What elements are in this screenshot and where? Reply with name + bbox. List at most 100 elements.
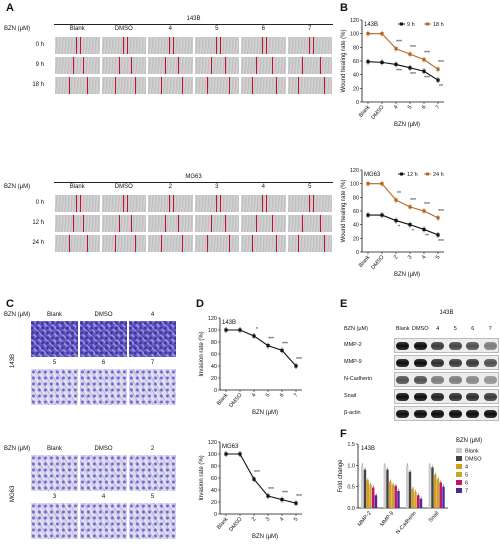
y-tick-label: 60 [211,352,217,358]
legend-swatch [456,480,462,485]
x-axis-label: BZN (μM) [252,410,278,416]
wound-image [54,214,101,233]
y-tick-label: 100 [350,182,359,188]
protein-band [483,359,497,367]
data-point [436,78,440,82]
cell-line-title: 143B [439,310,454,316]
well-label: 2 [150,446,155,452]
legend-label: 12 h [407,172,418,178]
wound-edge-line [160,235,162,252]
wound-edge-line [262,37,264,54]
invasion-image [79,454,128,492]
wound-image [240,214,287,233]
data-point [366,182,370,186]
wound-edge-line [225,57,226,74]
significance-mark: *** [424,202,430,208]
column-label: DMSO [114,184,133,190]
bar [417,495,420,508]
bar [434,474,437,508]
protein-band [466,393,479,401]
title-underline [54,24,333,25]
lane-label: 5 [453,326,457,332]
wound-edge-line [229,235,230,252]
significance-mark: ** [439,84,443,90]
x-axis-label: BZN (μM) [394,272,420,278]
y-axis-label: Invasion rate (%) [199,331,205,376]
wound-image [193,194,240,213]
y-tick-label: 40 [353,73,359,79]
protein-label: N-Cadherin [344,376,373,382]
wound-edge-line [312,195,314,212]
data-point [422,227,426,232]
time-label: 24 h [32,240,44,246]
protein-label: MMP-9 [344,359,362,365]
wound-image [100,36,147,55]
wound-image [240,194,287,213]
x-tick-label: DMSO [370,254,386,271]
bar [428,465,431,508]
invasion-image [128,502,177,540]
lane-label: 4 [436,326,440,332]
data-point [366,213,370,217]
y-tick-label: 0 [356,250,359,256]
significance-mark: *** [254,470,260,476]
x-tick-label: 5 [407,104,414,110]
wound-edge-line [312,37,314,54]
wound-edge-line [272,57,274,74]
panel-label-e: E [340,298,348,310]
y-tick-label: 40 [353,223,359,229]
data-point [280,498,284,502]
data-point [238,328,242,332]
wound-edge-line [130,57,132,74]
y-tick-label: 80 [353,195,359,201]
data-point [238,452,242,456]
y-tick-label: 120 [208,440,217,446]
column-label: DMSO [114,26,133,32]
invasion-image [30,502,79,540]
wound-edge-line [115,235,116,252]
wound-edge-line [219,195,221,212]
x-tick-label: Snail [428,510,440,523]
series-line [368,214,439,236]
significance-mark: * [412,229,414,235]
significance-mark: * [256,327,258,333]
x-tick-label: 7 [435,104,442,110]
protein-band [413,342,427,350]
legend-marker [426,22,429,26]
protein-label: MMP-2 [344,342,362,348]
x-tick-label: 2 [251,516,258,522]
wound-edge-line [266,37,268,54]
bar [436,478,440,508]
wound-edge-line [122,195,124,212]
well-label: DMSO [94,312,113,318]
bar [411,488,414,508]
x-tick-label: 5 [265,392,272,398]
data-point [422,209,426,213]
wound-edge-line [134,77,136,94]
protein-band [396,410,409,418]
bar [442,486,445,508]
protein-band [483,376,497,384]
well-label: Blank [46,312,62,318]
bar [391,484,395,508]
column-label: 2 [168,184,172,190]
wound-image [147,214,194,233]
y-tick-label: 20 [211,376,217,382]
data-point [436,216,440,220]
y-tick-label: 100 [350,32,359,38]
significance-mark: *** [438,60,444,66]
legend-swatch [456,456,462,461]
wound-edge-line [87,235,89,252]
y-tick-label: 60 [353,209,359,215]
time-label: 9 h [35,62,44,68]
protein-band [466,359,479,367]
y-tick-label: 0.5 [347,485,355,491]
significance-mark: *** [424,51,430,57]
wound-edge-line [69,235,71,252]
protein-band [466,342,479,350]
wound-edge-line [319,57,321,74]
wound-edge-line [87,77,89,94]
significance-mark: ** [397,191,401,197]
invasion-image [128,368,177,406]
